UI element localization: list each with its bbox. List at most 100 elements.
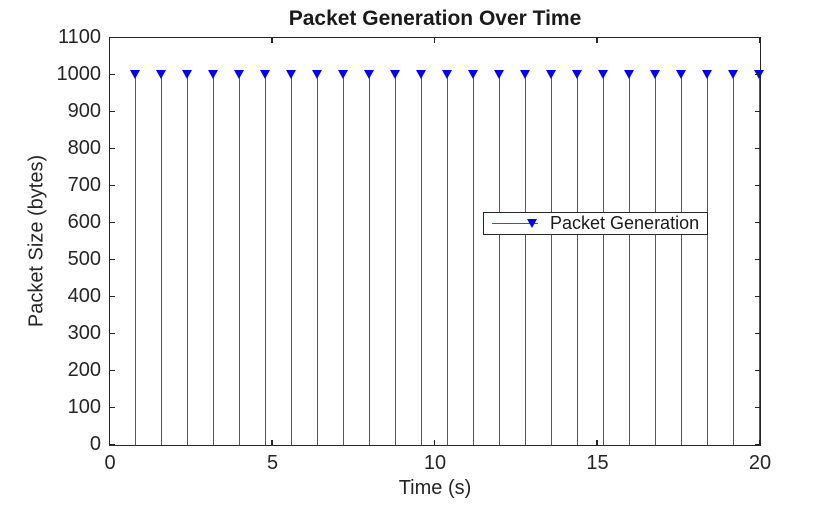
stem-marker-triangle-down-icon [572,70,582,79]
stem-line [680,74,683,445]
x-tick-top [433,37,436,43]
stem-line [602,74,605,445]
stem-marker-triangle-down-icon [468,70,478,79]
y-tick [109,443,115,446]
stem-marker-triangle-down-icon [650,70,660,79]
chart-title: Packet Generation Over Time [288,7,582,30]
y-tick [109,221,115,224]
y-tick [109,258,115,261]
stem-marker-triangle-down-icon [728,70,738,79]
stem-marker-triangle-down-icon [312,70,322,79]
y-tick [109,369,115,372]
x-tick-label: 15 [586,452,609,474]
y-tick-label: 800 [67,137,101,159]
x-tick-top [108,37,111,43]
y-tick [109,110,115,113]
y-tick [109,36,115,39]
y-tick-right [754,369,760,372]
stem-marker-triangle-down-icon [286,70,296,79]
legend-triangle-down-icon [527,218,537,228]
stem-line [732,74,735,445]
x-tick-top [596,37,598,43]
y-tick-label: 0 [89,433,101,455]
stem-line [368,74,371,445]
y-tick-right [754,332,760,335]
y-tick-label: 900 [67,100,101,122]
y-tick [109,332,115,335]
y-tick-label: 500 [67,248,101,270]
y-tick [109,147,115,150]
y-tick [109,73,115,76]
x-tick-label: 0 [104,452,116,474]
x-tick-label: 20 [748,452,772,474]
y-tick [109,295,115,298]
stem-line [628,74,631,445]
y-tick-label: 600 [67,211,101,233]
stem-line [342,74,345,445]
y-tick-label: 700 [67,174,101,196]
x-tick [596,439,598,445]
stem-line [160,74,163,445]
y-tick-right [754,406,760,409]
stem-line [524,74,527,445]
x-tick-label: 5 [266,452,279,474]
stem-marker-triangle-down-icon [260,70,270,79]
stem-marker-triangle-down-icon [442,70,452,79]
y-tick-right [754,184,760,187]
stem-line [212,74,215,445]
y-tick-right [754,258,760,261]
stem-marker-triangle-down-icon [364,70,374,79]
y-tick [109,184,115,187]
y-tick-right [754,147,760,150]
y-tick-label: 400 [67,285,101,307]
y-tick-label: 200 [67,359,101,381]
stem-line [264,74,267,445]
stem-line [576,74,579,445]
x-tick [758,439,761,445]
stem-line [290,74,293,445]
legend-label: Packet Generation [550,212,700,233]
y-tick-right [754,295,760,298]
x-tick-top [758,37,761,43]
stem-marker-triangle-down-icon [520,70,530,79]
stem-marker-triangle-down-icon [208,70,218,79]
stem-line [394,74,397,445]
stem-line [446,74,449,445]
x-tick [433,439,436,445]
x-tick-label: 10 [423,452,447,474]
stem-marker-triangle-down-icon [546,70,556,79]
plot-area [108,36,764,446]
stem-marker-triangle-down-icon [234,70,244,79]
stem-line [186,74,189,445]
stem-line [654,74,657,445]
y-tick-right [754,36,760,39]
stem-line [238,74,241,445]
legend-sample-line [492,222,538,224]
y-tick-right [754,110,760,113]
x-tick-top [271,37,273,43]
stem-marker-triangle-down-icon [130,70,140,79]
stem-marker-triangle-down-icon [390,70,400,79]
y-tick-right [754,73,760,76]
x-tick [271,439,273,445]
stem-marker-triangle-down-icon [702,70,712,79]
y-axis-label: Packet Size (bytes) [25,154,48,328]
stem-marker-triangle-down-icon [624,70,634,79]
stem-marker-triangle-down-icon [494,70,504,79]
y-tick-label: 1000 [56,63,102,85]
stem-line [134,74,137,445]
stem-line [706,74,709,445]
x-axis-label: Time (s) [398,477,472,499]
stem-marker-triangle-down-icon [338,70,348,79]
legend: Packet Generation [483,211,708,235]
stem-line [498,74,501,445]
stem-line [472,74,475,445]
stem-marker-triangle-down-icon [416,70,426,79]
stem-line [420,74,423,445]
y-tick-label: 1100 [57,26,101,48]
stem-line [316,74,319,445]
y-tick-right [754,221,760,224]
y-tick [109,406,115,409]
y-tick-right [754,443,760,446]
